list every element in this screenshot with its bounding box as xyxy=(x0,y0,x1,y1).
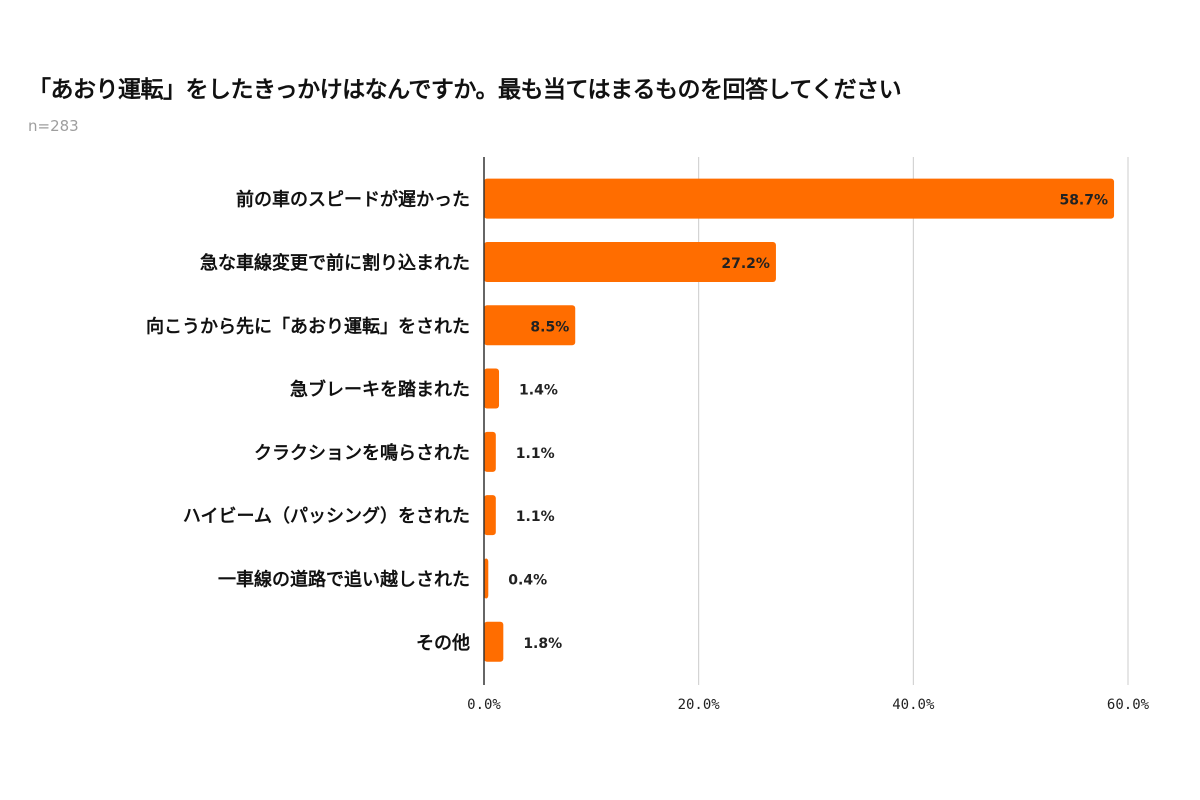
data-label: 1.8% xyxy=(523,636,562,652)
bar xyxy=(484,241,776,282)
data-label: 1.4% xyxy=(519,383,558,399)
bar xyxy=(484,431,496,472)
category-label: その他 xyxy=(416,632,470,654)
bar xyxy=(484,495,496,536)
category-label: 向こうから先に「あおり運転」をされた xyxy=(146,315,470,337)
bar xyxy=(484,368,500,409)
category-label: 一車線の道路で追い越しされた xyxy=(218,568,470,590)
bar xyxy=(484,178,1115,219)
data-label: 1.1% xyxy=(516,446,555,462)
bar xyxy=(484,558,489,599)
category-label: 急ブレーキを踏まれた xyxy=(290,379,470,401)
data-label: 8.5% xyxy=(530,319,569,335)
category-label: 前の車のスピードが遅かった xyxy=(236,189,470,211)
bar xyxy=(484,621,504,662)
data-label: 1.1% xyxy=(516,509,555,525)
category-label: ハイビーム（パッシング）をされた xyxy=(183,505,470,527)
data-label: 0.4% xyxy=(508,572,547,588)
category-label: クラクションを鳴らされた xyxy=(254,442,470,464)
x-tick-label: 60.0% xyxy=(1107,697,1150,713)
chart-subtitle: n=283 xyxy=(28,117,79,135)
bar xyxy=(484,305,576,346)
data-label: 27.2% xyxy=(721,256,770,272)
x-tick-label: 20.0% xyxy=(678,697,721,713)
data-label: 58.7% xyxy=(1059,193,1108,209)
chart-title: 「あおり運転」をしたきっかけはなんですか。最も当てはまるものを回答してください xyxy=(28,77,902,103)
category-label: 急な車線変更で前に割り込まれた xyxy=(200,252,470,274)
x-tick-label: 0.0% xyxy=(467,697,501,713)
x-tick-label: 40.0% xyxy=(892,697,935,713)
